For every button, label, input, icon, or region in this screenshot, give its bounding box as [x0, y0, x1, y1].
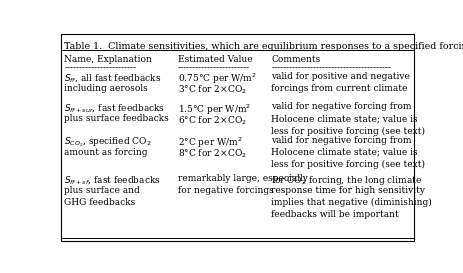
Text: remarkably large, especially: remarkably large, especially: [178, 174, 308, 183]
Text: $S_{ff+sur}$, fast feedbacks: $S_{ff+sur}$, fast feedbacks: [64, 102, 165, 114]
Text: less for positive forcing (see text): less for positive forcing (see text): [271, 160, 425, 169]
Text: Name, Explanation: Name, Explanation: [64, 55, 152, 64]
Text: $S_{ff}$, all fast feedbacks: $S_{ff}$, all fast feedbacks: [64, 72, 162, 84]
Text: feedbacks will be important: feedbacks will be important: [271, 210, 399, 219]
Text: plus surface feedbacks: plus surface feedbacks: [64, 114, 169, 123]
Text: 1.5°C per W/m$^2$: 1.5°C per W/m$^2$: [178, 102, 251, 117]
Text: 0.75°C per W/m$^2$: 0.75°C per W/m$^2$: [178, 72, 257, 86]
Text: $S_{ff+sf}$, fast feedbacks: $S_{ff+sf}$, fast feedbacks: [64, 174, 161, 186]
Text: Table 1.  Climate sensitivities, which are equilibrium responses to a specified : Table 1. Climate sensitivities, which ar…: [64, 41, 463, 51]
Text: implies that negative (diminishing): implies that negative (diminishing): [271, 198, 432, 207]
Text: Estimated Value: Estimated Value: [178, 55, 253, 64]
Text: amount as forcing: amount as forcing: [64, 148, 148, 157]
Text: 2°C per W/m$^2$: 2°C per W/m$^2$: [178, 136, 243, 150]
Text: ----------------------------------------: ----------------------------------------: [271, 63, 391, 72]
Text: valid for negative forcing from: valid for negative forcing from: [271, 136, 412, 145]
Text: Holocene climate state; value is: Holocene climate state; value is: [271, 114, 418, 123]
Text: ------------------------: ------------------------: [178, 63, 250, 72]
Text: Holocene climate state; value is: Holocene climate state; value is: [271, 148, 418, 157]
Text: for CO$_2$ forcing, the long climate: for CO$_2$ forcing, the long climate: [271, 174, 423, 187]
Text: GHG feedbacks: GHG feedbacks: [64, 198, 136, 207]
Text: for negative forcings: for negative forcings: [178, 186, 274, 195]
Text: Comments: Comments: [271, 55, 320, 64]
Text: forcings from current climate: forcings from current climate: [271, 84, 408, 93]
Text: 3°C for 2×CO$_2$: 3°C for 2×CO$_2$: [178, 84, 247, 96]
Text: $S_{CO_2}$, specified CO$_2$: $S_{CO_2}$, specified CO$_2$: [64, 136, 152, 149]
Text: valid for negative forcing from: valid for negative forcing from: [271, 102, 412, 111]
Text: less for positive forcing (see text): less for positive forcing (see text): [271, 126, 425, 136]
Text: valid for positive and negative: valid for positive and negative: [271, 72, 410, 81]
Text: plus surface and: plus surface and: [64, 186, 140, 195]
Text: 6°C for 2×CO$_2$: 6°C for 2×CO$_2$: [178, 114, 247, 127]
Text: 8°C for 2×CO$_2$: 8°C for 2×CO$_2$: [178, 148, 247, 161]
Text: ------------------------: ------------------------: [64, 63, 136, 72]
Text: including aerosols: including aerosols: [64, 84, 148, 93]
Text: response time for high sensitivity: response time for high sensitivity: [271, 186, 425, 195]
